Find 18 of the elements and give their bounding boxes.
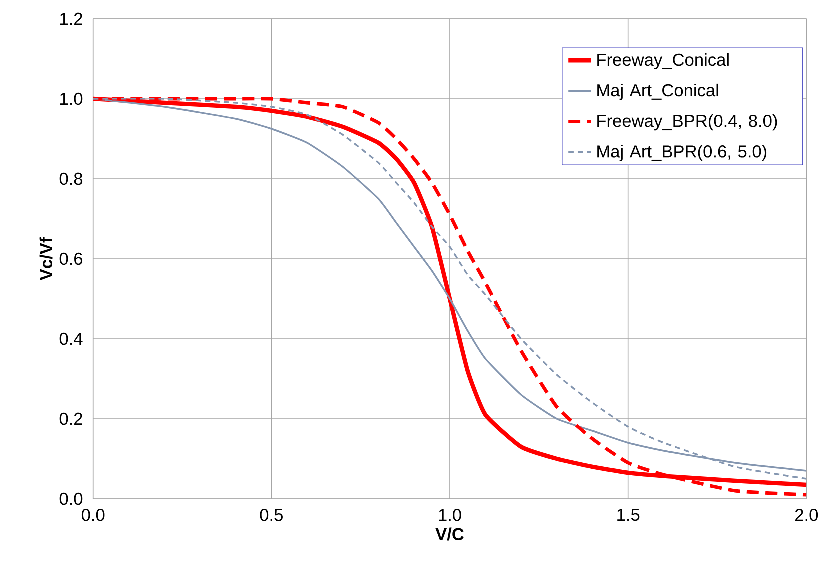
y-tick-label: 1.2: [60, 12, 82, 26]
x-tick-label: 2.0: [796, 509, 818, 522]
y-tick-label: 1.0: [60, 92, 83, 106]
legend-label: Freeway_Conical: [598, 53, 729, 70]
x-tick-label: 1.5: [618, 509, 640, 522]
y-tick-label: 0.8: [60, 172, 83, 186]
x-tick-label: 0.5: [260, 509, 283, 522]
legend-label: Freeway_BPR(0.4, 8.0): [598, 114, 778, 131]
legend-label: Maj Art_Conical: [598, 84, 718, 100]
x-tick-label: 0.0: [82, 509, 105, 522]
y-tick-label: 0.0: [60, 492, 83, 506]
legend-label: Maj Art_BPR(0.6, 5.0): [598, 145, 767, 162]
y-tick-label: 0.2: [60, 412, 82, 426]
y-tick-label: 0.6: [60, 252, 83, 266]
x-axis-title: V/C: [436, 528, 464, 541]
y-tick-label: 0.4: [60, 332, 83, 346]
y-axis-title: Vc/Vf: [40, 237, 53, 281]
x-tick-label: 1.0: [439, 509, 462, 522]
